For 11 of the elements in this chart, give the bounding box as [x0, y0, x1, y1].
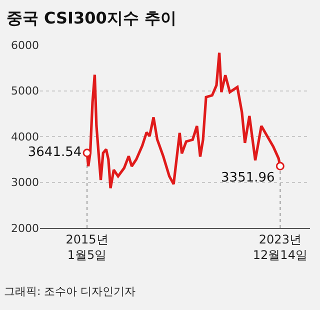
y-tick-label: 5000	[11, 84, 39, 98]
y-tick-label: 3000	[11, 176, 39, 190]
y-tick-label: 6000	[11, 38, 39, 52]
x-tick-label: 2015년 1월5일	[66, 232, 108, 262]
data-label: 3351.96	[221, 170, 275, 186]
data-label: 3641.54	[28, 145, 82, 160]
chart-title: 중국 CSI300지수 추이	[6, 8, 176, 28]
y-tick-label: 4000	[11, 130, 39, 144]
y-tick-label: 2000	[11, 222, 39, 235]
text: 그래픽: 조수아 디자인기자	[4, 285, 136, 298]
x-tick-label: 2023년 12월14일	[252, 232, 308, 262]
